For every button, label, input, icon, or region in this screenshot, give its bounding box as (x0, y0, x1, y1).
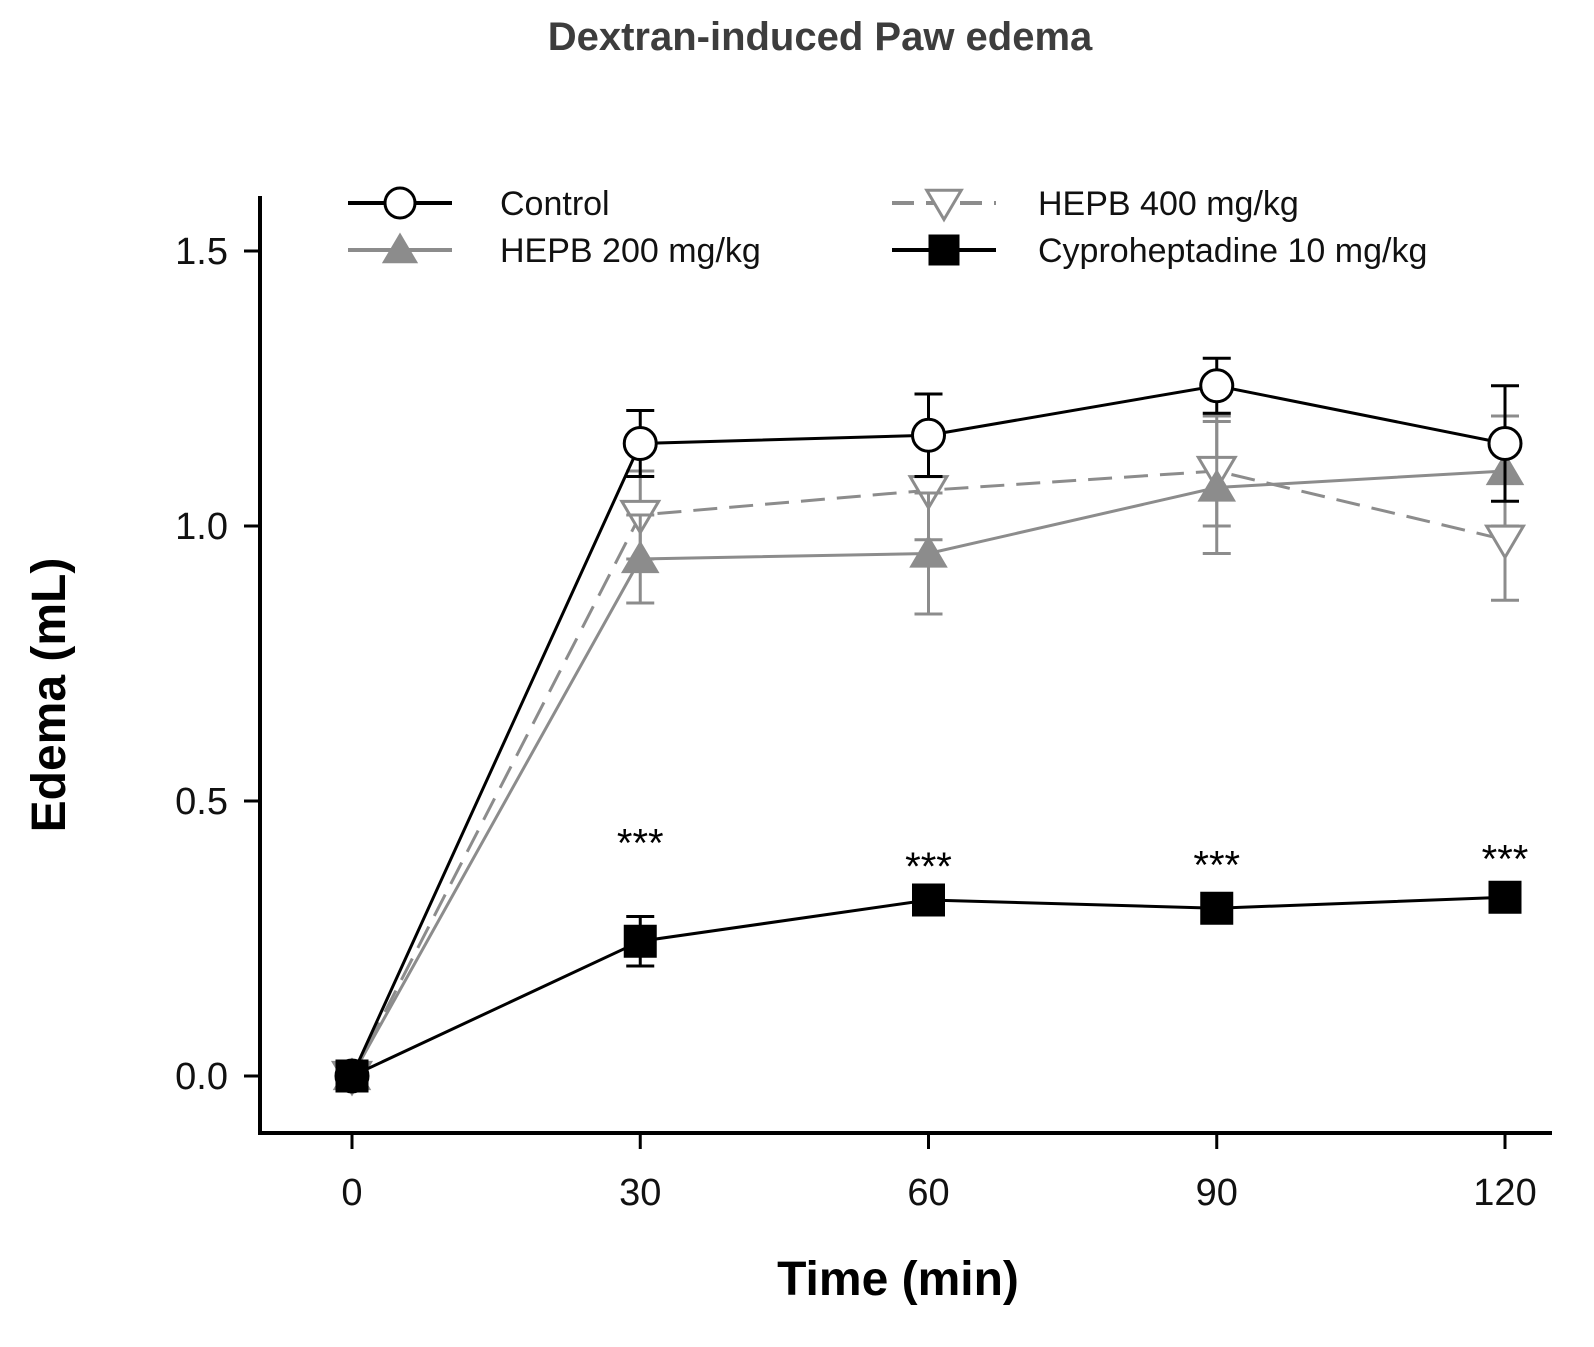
significance-marker: *** (1482, 837, 1529, 881)
legend-label: Control (500, 185, 610, 223)
data-point (1200, 891, 1234, 925)
y-tick-label: 1.5 (175, 231, 228, 273)
legend-marker (924, 188, 964, 223)
series-hepb-200-mg-kg (332, 414, 1525, 1091)
data-point (912, 883, 945, 917)
y-tick-label: 1.0 (175, 506, 228, 548)
legend-item: Cyproheptadine 10 mg/kg (892, 232, 1427, 270)
significance-marker: *** (1193, 843, 1240, 887)
data-point (1199, 368, 1235, 404)
data-point (1488, 880, 1522, 914)
significance-marker: *** (617, 822, 664, 866)
legend-item: HEPB 400 mg/kg (892, 185, 1299, 223)
y-tick-label: 0.5 (175, 781, 228, 823)
y-tick-label: 0.0 (175, 1056, 228, 1098)
data-point (1197, 468, 1237, 502)
legend: Control HEPB 200 mg/kg HEPB 400 mg/kg Cypro… (348, 185, 1427, 270)
legend-label: HEPB 400 mg/kg (1038, 185, 1299, 223)
legend-item: Control (348, 185, 610, 223)
x-tick-label: 60 (907, 1172, 949, 1214)
legend-label: HEPB 200 mg/kg (500, 232, 761, 270)
data-point (909, 534, 948, 568)
chart-title: Dextran-induced Paw edema (548, 15, 1093, 59)
y-axis-title: Edema (mL) (23, 558, 76, 833)
legend-marker (928, 234, 960, 266)
x-tick-label: 30 (619, 1172, 661, 1214)
data-point (1487, 426, 1523, 461)
series-control (334, 356, 1523, 1094)
axes: 0.0 0.5 1.0 1.5 0 30 60 90 120 (175, 196, 1552, 1214)
data-point (622, 426, 658, 461)
legend-marker (381, 232, 419, 264)
x-axis-title: Time (min) (777, 1253, 1019, 1306)
legend-item: HEPB 200 mg/kg (348, 232, 761, 270)
legend-label: Cyproheptadine 10 mg/kg (1038, 232, 1427, 270)
data-point (911, 417, 946, 453)
x-tick-label: 90 (1196, 1172, 1238, 1214)
legend-marker (383, 186, 417, 220)
series-layer (330, 356, 1527, 1097)
data-point (620, 540, 660, 574)
annotations: *** *** *** *** (617, 822, 1528, 890)
data-point (623, 924, 657, 958)
series-cyproheptadine-10-mg-kg (335, 880, 1522, 1093)
series-line (351, 895, 1506, 1078)
data-point (335, 1059, 369, 1093)
x-tick-label: 0 (341, 1172, 362, 1214)
x-tick-label: 120 (1473, 1172, 1536, 1214)
data-point (1483, 524, 1527, 561)
significance-marker: *** (905, 845, 952, 889)
